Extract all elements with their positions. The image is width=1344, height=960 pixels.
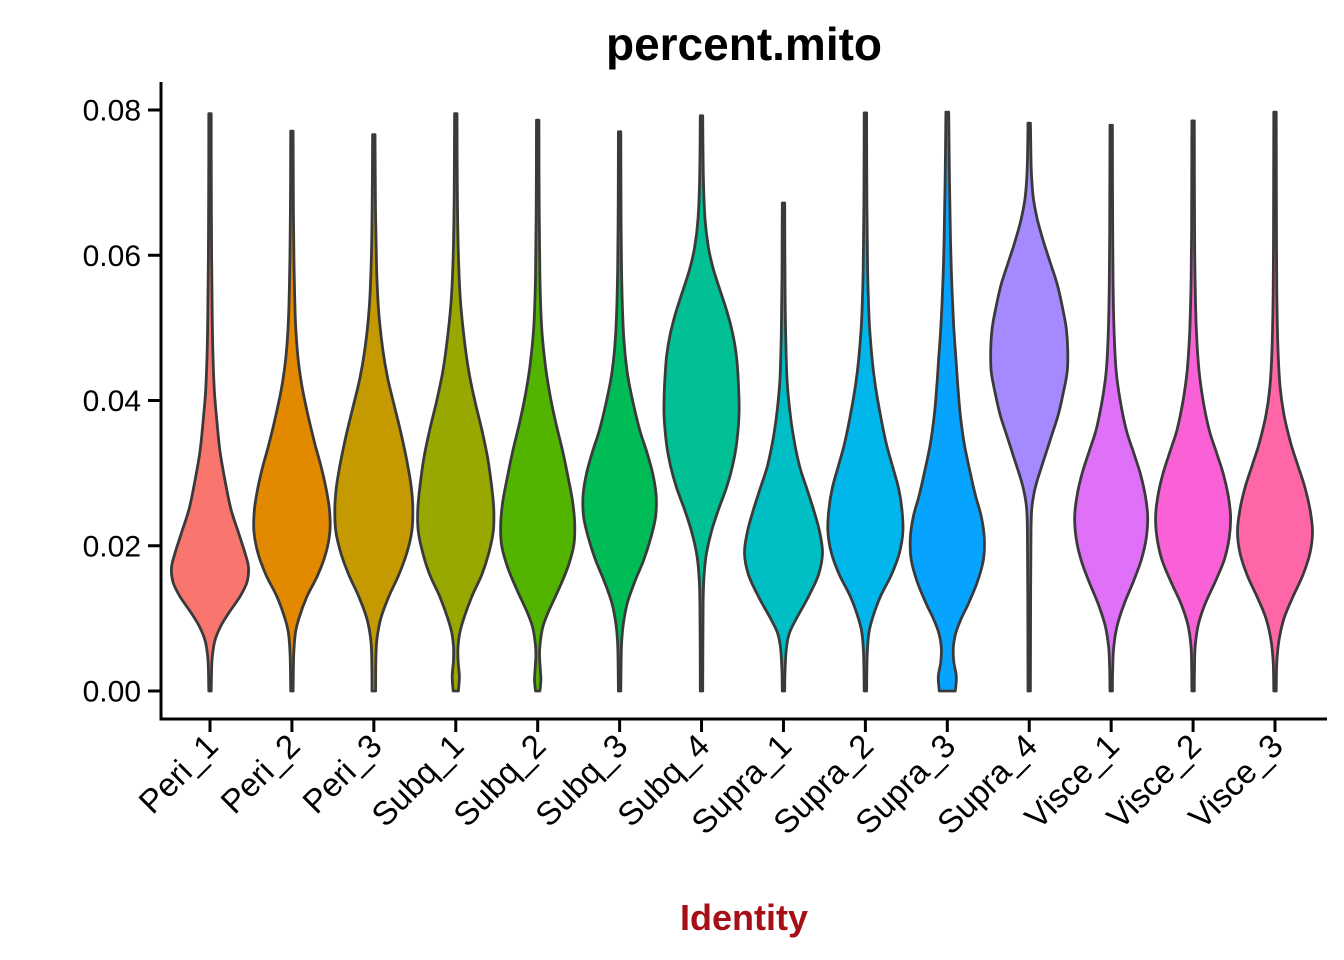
violin-Supra_1 [743, 201, 824, 693]
x-tick-label-Peri_2: Peri_2 [213, 727, 307, 821]
violin-Subq_2 [499, 118, 577, 693]
y-tick-label: 0.04 [83, 385, 141, 418]
x-tick-label-Subq_2: Subq_2 [446, 727, 553, 834]
y-tick-label: 0.08 [83, 95, 141, 128]
violins-layer [170, 110, 1314, 693]
y-tick-label: 0.00 [83, 676, 141, 709]
y-tick-label: 0.02 [83, 530, 141, 563]
violin-Peri_2 [252, 129, 332, 693]
violin-Subq_4 [662, 114, 741, 693]
x-axis-ticks: Peri_1Peri_2Peri_3Subq_1Subq_2Subq_3Subq… [131, 719, 1290, 841]
violin-Peri_3 [333, 133, 415, 693]
violin-Peri_1 [170, 112, 250, 693]
x-axis-title: Identity [680, 897, 808, 938]
violin-Visce_2 [1154, 119, 1233, 693]
chart-title: percent.mito [606, 18, 882, 70]
violin-Supra_2 [826, 111, 905, 693]
violin-Visce_3 [1236, 110, 1314, 693]
x-tick-label-Subq_3: Subq_3 [528, 727, 635, 834]
y-axis-ticks: 0.00 0.02 0.04 0.06 0.08 [83, 95, 161, 709]
violin-Supra_3 [908, 110, 986, 693]
violin-Visce_1 [1073, 123, 1150, 693]
x-tick-label-Subq_1: Subq_1 [364, 727, 471, 834]
violin-Supra_4 [989, 121, 1070, 693]
violin-Subq_1 [416, 112, 496, 693]
violin-Subq_3 [581, 130, 658, 693]
y-tick-label: 0.06 [83, 240, 141, 273]
x-tick-label-Peri_1: Peri_1 [131, 727, 225, 821]
